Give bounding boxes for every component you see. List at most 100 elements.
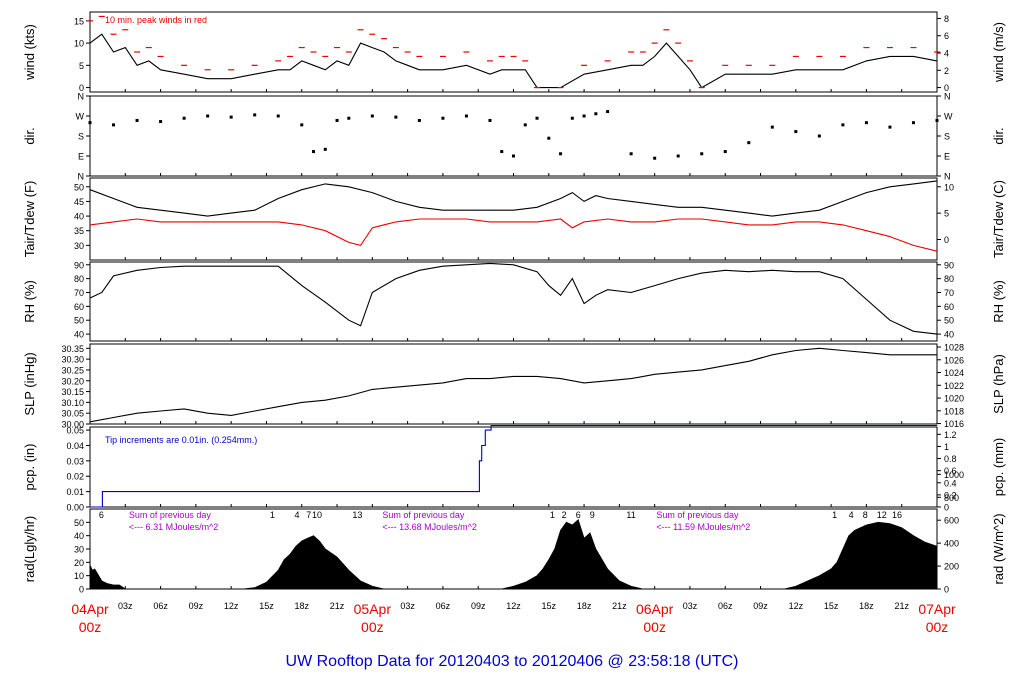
right-tick-label: N [944, 172, 951, 182]
right-tick-label: 40 [944, 330, 954, 340]
right-tick-label: 1022 [944, 381, 964, 391]
dir-point [182, 116, 186, 120]
rad-hour-mark: 6 [576, 510, 581, 520]
panel-frame [89, 508, 938, 590]
dir-point [770, 125, 774, 129]
series-slp [89, 347, 937, 423]
rad-summary-label: Sum of previous day [382, 510, 465, 520]
left-tick-label: 20 [74, 558, 84, 568]
dir-point [911, 121, 915, 125]
right-tick-label: 1026 [944, 355, 964, 365]
right-tick-label: 6 [944, 31, 949, 41]
y-axis-label-right: pcp. (mm) [991, 438, 1006, 497]
rad-hour-mark: 7 [306, 510, 311, 520]
series-tdew [89, 218, 938, 252]
left-tick-label: 35 [74, 226, 84, 236]
y-axis-label-left: Tair/Tdew (F) [22, 181, 37, 258]
hour-tick-label: 06z [153, 601, 168, 611]
dir-point [488, 118, 492, 122]
rad-summary-value: <--- 6.31 MJoules/m^2 [129, 522, 219, 532]
panel-temp: Tair/Tdew (F) Tair/Tdew (C) 30 35 40 45 50 0 5 10 [22, 177, 1006, 261]
hour-tick-label: 15z [824, 601, 839, 611]
dir-point [464, 114, 468, 118]
series-pcp [90, 424, 937, 508]
left-tick-label: 60 [74, 302, 84, 312]
dir-point [700, 152, 704, 156]
right-tick-label: 1018 [944, 406, 964, 416]
day-label-date: 07Apr [918, 601, 956, 617]
dir-point [394, 115, 398, 119]
y-axis-label-left: dir. [22, 127, 37, 144]
y-axis-label-left: SLP (inHg) [22, 352, 37, 415]
panel-frame [89, 343, 938, 425]
right-tick-label: 80 [944, 274, 954, 284]
hour-tick-label: 03z [683, 601, 698, 611]
left-tick-label: 0 [79, 585, 84, 595]
left-tick-label: 40 [74, 531, 84, 541]
dir-point [441, 116, 445, 120]
right-tick-label: 2 [944, 66, 949, 76]
panel-pcp: pcp. (in) pcp. (mm) 0.00 0.01 0.02 0.03 0.04 0.… [22, 424, 1006, 513]
rad-day-number: 11 [626, 510, 635, 520]
time-axis: 03z 06z 09z 12z 15z 18z 21z 03z 06z 09z 12z 15z 18z 2… [71, 601, 956, 635]
chart-title: UW Rooftop Data for 20120403 to 20120406… [286, 653, 739, 670]
right-tick-label: 60 [944, 302, 954, 312]
left-tick-label: 0.04 [66, 441, 84, 451]
rad-summary-value: <--- 11.59 MJoules/m^2 [656, 522, 750, 532]
right-tick-label: 5 [944, 209, 949, 219]
right-tick-label: 0 [944, 585, 949, 595]
right-tick-label: 400 [944, 539, 959, 549]
left-tick-label: 10 [74, 39, 84, 49]
y-axis-label-left: pcp. (in) [22, 444, 37, 491]
rad-hour-mark: 1 [270, 510, 275, 520]
day-label-hour: 00z [79, 619, 102, 635]
pcp-annotation: Tip increments are 0.01in. (0.254mm.) [105, 435, 257, 445]
left-tick-label: 30 [74, 241, 84, 251]
right-tick-label: 200 [944, 562, 959, 572]
right-tick-label: 90 [944, 260, 954, 270]
rad-hour-mark: 1 [550, 510, 555, 520]
right-tick-label: 0.6 [944, 466, 957, 476]
hour-tick-label: 09z [189, 601, 204, 611]
dir-point [864, 121, 868, 125]
hour-tick-label: 21z [894, 601, 909, 611]
left-tick-label: W [76, 112, 85, 122]
rad-hour-mark: 4 [295, 510, 300, 520]
y-axis-label-right: dir. [991, 127, 1006, 144]
left-tick-label: 15 [74, 16, 84, 26]
left-tick-label: S [78, 132, 84, 142]
right-tick-label: E [944, 152, 950, 162]
dir-point [653, 156, 657, 160]
hour-tick-label: 12z [224, 601, 239, 611]
day-label-date: 05Apr [354, 601, 392, 617]
right-tick-label: 800 [944, 493, 959, 503]
dir-point [229, 115, 233, 119]
y-axis-label-right: RH (%) [991, 280, 1006, 323]
rad-hour-mark: 12 [877, 510, 887, 520]
left-tick-label: 30.05 [61, 409, 84, 419]
dir-point [335, 118, 339, 122]
dir-point [312, 150, 316, 154]
panel-frame [89, 177, 938, 261]
y-axis-label-right: rad (W/m^2) [991, 513, 1006, 584]
dir-point [935, 118, 939, 122]
hour-tick-label: 15z [542, 601, 557, 611]
series-wind [89, 33, 938, 89]
rad-hour-mark: 4 [849, 510, 854, 520]
dir-point [253, 113, 257, 117]
dir-point [559, 152, 563, 156]
rad-day-number: 13 [352, 510, 362, 520]
dir-point [370, 114, 374, 118]
hour-tick-label: 18z [859, 601, 874, 611]
left-tick-label: 0 [79, 83, 84, 93]
left-tick-label: 10 [74, 571, 84, 581]
left-tick-label: 90 [74, 260, 84, 270]
series-rad [89, 518, 938, 590]
dir-point [417, 118, 421, 122]
left-tick-label: 50 [74, 182, 84, 192]
right-tick-label: 1016 [944, 419, 964, 429]
dir-point [300, 123, 304, 127]
day-label-hour: 00z [926, 619, 949, 635]
